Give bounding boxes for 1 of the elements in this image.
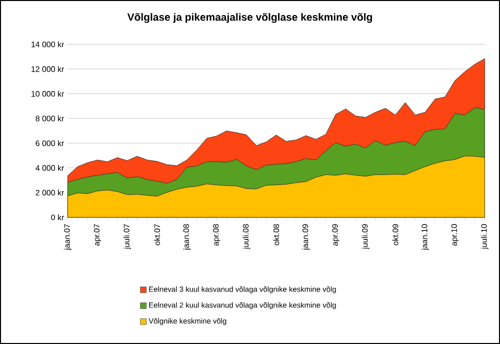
chart-title: Võlglase ja pikemaajalise võlglase keskmine võlg [127,13,372,23]
